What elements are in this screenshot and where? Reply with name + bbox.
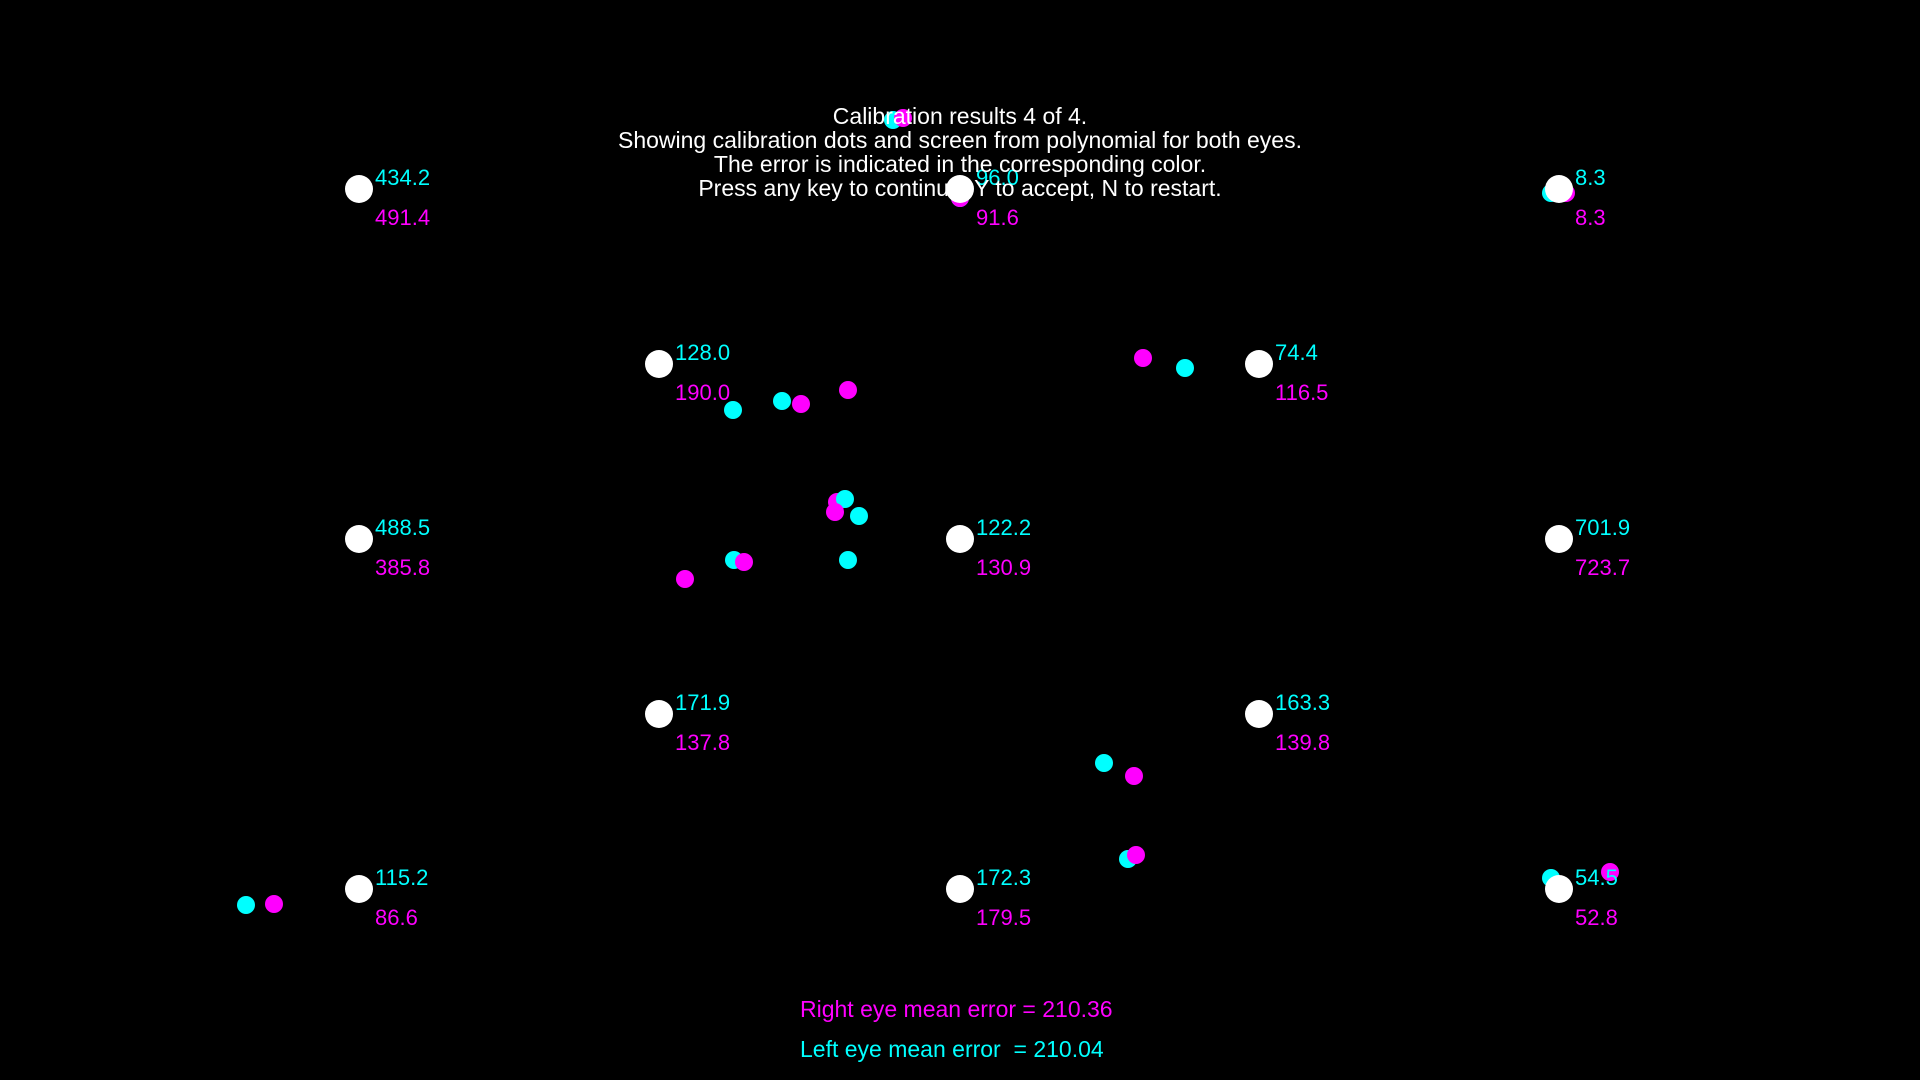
gaze-left-eye-point-bottom-left-icon — [237, 896, 255, 914]
target-dot-icon — [1545, 175, 1573, 203]
calibration-target-point-middle-left: 488.5 385.8 — [345, 515, 430, 580]
gaze-right-eye-point-middle-left-icon — [676, 570, 694, 588]
gaze-left-eye-point-bottom-center-icon — [850, 507, 868, 525]
right-eye-mean-error: Right eye mean error = 210.36 — [800, 996, 1113, 1022]
calibration-target-point-bottom-left: 115.2 86.6 — [345, 865, 428, 930]
left-eye-error-label: 8.3 — [1575, 165, 1606, 190]
gaze-estimates-layer — [237, 109, 1619, 914]
calibration-target-point-bottom-center: 172.3 179.5 — [946, 865, 1031, 930]
gaze-right-eye-point-lower-inner-right-icon — [1127, 846, 1145, 864]
right-eye-error-label: 91.6 — [976, 205, 1019, 230]
target-dot-icon — [1245, 700, 1273, 728]
calibration-target-point-top-right: 8.3 8.3 — [1545, 165, 1606, 230]
target-dot-icon — [1545, 875, 1573, 903]
target-dot-icon — [1545, 525, 1573, 553]
gaze-right-eye-point-middle-center-icon — [735, 553, 753, 571]
calibration-target-point-lower-inner-right: 163.3 139.8 — [1245, 690, 1330, 755]
left-eye-error-label: 128.0 — [675, 340, 730, 365]
left-eye-error-label: 488.5 — [375, 515, 430, 540]
header-error-note: The error is indicated in the correspond… — [713, 151, 1207, 177]
target-dot-icon — [946, 875, 974, 903]
gaze-left-eye-point-bottom-right-icon — [836, 490, 854, 508]
target-dot-icon — [345, 525, 373, 553]
right-eye-error-label: 190.0 — [675, 380, 730, 405]
left-eye-error-label: 171.9 — [675, 690, 730, 715]
left-eye-error-label: 172.3 — [976, 865, 1031, 890]
gaze-right-eye-point-top-left-icon — [894, 109, 912, 127]
calibration-target-point-middle-right: 701.9 723.7 — [1545, 515, 1630, 580]
left-eye-error-label: 115.2 — [375, 865, 428, 890]
gaze-right-eye-point-upper-inner-right-icon — [1134, 349, 1152, 367]
target-dot-icon — [645, 350, 673, 378]
calibration-targets-layer: 434.2 491.4 96.0 91.6 8.3 8.3 128.0 190.0 74.4 11… — [345, 165, 1630, 930]
calibration-target-point-top-left: 434.2 491.4 — [345, 165, 430, 230]
gaze-right-eye-extra-icon — [839, 381, 857, 399]
right-eye-error-label: 139.8 — [1275, 730, 1330, 755]
calibration-target-point-lower-inner-left: 171.9 137.8 — [645, 690, 730, 755]
right-eye-error-label: 52.8 — [1575, 905, 1618, 930]
left-eye-error-label: 701.9 — [1575, 515, 1630, 540]
target-dot-icon — [345, 175, 373, 203]
target-dot-icon — [1245, 350, 1273, 378]
calibration-target-point-bottom-right: 54.5 52.8 — [1545, 865, 1618, 930]
right-eye-error-label: 179.5 — [976, 905, 1031, 930]
gaze-left-eye-point-lower-inner-left-icon — [1095, 754, 1113, 772]
right-eye-error-label: 491.4 — [375, 205, 430, 230]
calibration-target-point-upper-inner-left: 128.0 190.0 — [645, 340, 730, 405]
right-eye-error-label: 116.5 — [1275, 380, 1328, 405]
calibration-target-point-upper-inner-right: 74.4 116.5 — [1245, 340, 1328, 405]
left-eye-error-label: 163.3 — [1275, 690, 1330, 715]
right-eye-error-label: 137.8 — [675, 730, 730, 755]
header-description: Showing calibration dots and screen from… — [618, 127, 1302, 153]
header-title: Calibration results 4 of 4. — [832, 103, 1088, 129]
gaze-left-eye-point-upper-inner-left-icon — [724, 401, 742, 419]
gaze-left-eye-point-middle-center-icon — [839, 551, 857, 569]
calibration-target-point-middle-center: 122.2 130.9 — [946, 515, 1031, 580]
left-eye-error-label: 74.4 — [1275, 340, 1318, 365]
right-eye-error-label: 8.3 — [1575, 205, 1606, 230]
gaze-right-eye-point-upper-inner-left-icon — [792, 395, 810, 413]
target-dot-icon — [345, 875, 373, 903]
right-eye-error-label: 723.7 — [1575, 555, 1630, 580]
left-eye-mean-error: Left eye mean error = 210.04 — [800, 1036, 1104, 1062]
left-eye-error-label: 122.2 — [976, 515, 1031, 540]
target-dot-icon — [946, 175, 974, 203]
right-eye-error-label: 86.6 — [375, 905, 418, 930]
target-dot-icon — [946, 525, 974, 553]
header-key-instructions: Press any key to continue, Y to accept, … — [698, 175, 1222, 201]
right-eye-error-label: 385.8 — [375, 555, 430, 580]
left-eye-error-label: 96.0 — [976, 165, 1019, 190]
gaze-left-eye-point-upper-inner-right-icon — [1176, 359, 1194, 377]
gaze-right-eye-point-bottom-left-icon — [265, 895, 283, 913]
left-eye-error-label: 434.2 — [375, 165, 430, 190]
gaze-right-eye-point-lower-inner-left-icon — [1125, 767, 1143, 785]
target-dot-icon — [645, 700, 673, 728]
calibration-target-point-top-center: 96.0 91.6 — [946, 165, 1019, 230]
gaze-right-eye-point-bottom-right-icon — [826, 503, 844, 521]
left-eye-error-label: 54.5 — [1575, 865, 1618, 890]
gaze-right-eye-point-middle-right-icon — [1601, 863, 1619, 881]
right-eye-error-label: 130.9 — [976, 555, 1031, 580]
gaze-left-eye-extra-icon — [773, 392, 791, 410]
